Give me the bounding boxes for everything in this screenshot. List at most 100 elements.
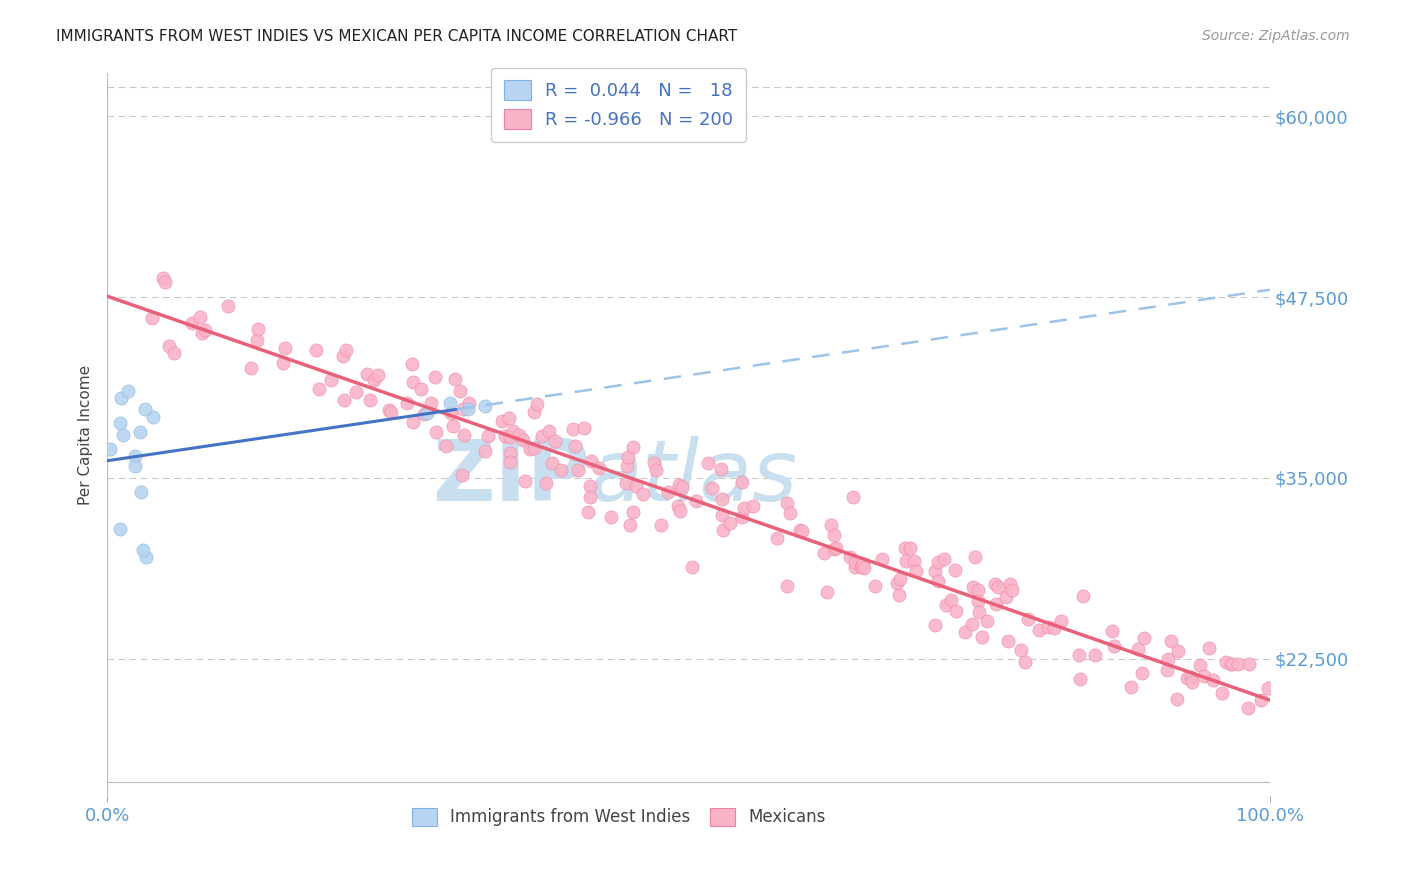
Point <box>1001 583 1024 598</box>
Point <box>621 440 644 454</box>
Point <box>905 564 928 578</box>
Point <box>579 454 602 468</box>
Legend: Immigrants from West Indies, Mexicans: Immigrants from West Indies, Mexicans <box>404 799 834 835</box>
Point <box>614 476 637 491</box>
Point <box>491 413 513 427</box>
Point <box>578 479 600 493</box>
Point <box>998 576 1021 591</box>
Point <box>842 490 865 504</box>
Point <box>927 574 949 588</box>
Point <box>1181 674 1204 689</box>
Point <box>927 555 949 569</box>
Point <box>965 550 987 565</box>
Point <box>1133 631 1156 645</box>
Point <box>543 434 565 449</box>
Point <box>124 449 146 463</box>
Point <box>499 430 522 444</box>
Point <box>273 342 295 356</box>
Point <box>844 555 866 569</box>
Point <box>820 517 842 532</box>
Point <box>792 524 814 538</box>
Point <box>1237 701 1260 715</box>
Point <box>789 523 811 537</box>
Point <box>572 420 595 434</box>
Point <box>409 382 432 396</box>
Point <box>1180 670 1202 684</box>
Point <box>1010 643 1032 657</box>
Point <box>1227 657 1250 671</box>
Point <box>367 368 389 383</box>
Point <box>359 393 381 408</box>
Point <box>924 618 946 632</box>
Point <box>1101 624 1123 638</box>
Point <box>588 461 610 475</box>
Point <box>718 516 741 530</box>
Point <box>576 505 599 519</box>
Point <box>363 373 385 387</box>
Point <box>519 442 541 456</box>
Point <box>1119 681 1142 695</box>
Point <box>141 311 163 326</box>
Point <box>494 429 516 443</box>
Point <box>110 392 132 406</box>
Point <box>903 554 925 568</box>
Point <box>538 424 561 438</box>
Point <box>508 428 530 442</box>
Y-axis label: Per Capita Income: Per Capita Income <box>79 365 93 505</box>
Point <box>838 549 860 564</box>
Point <box>474 399 496 413</box>
Point <box>439 395 461 409</box>
Point <box>457 396 479 410</box>
Point <box>142 410 165 425</box>
Point <box>945 604 967 618</box>
Point <box>451 467 474 482</box>
Point <box>813 546 835 560</box>
Point <box>776 496 799 510</box>
Point <box>1102 639 1125 653</box>
Point <box>567 463 589 477</box>
Point <box>395 396 418 410</box>
Point <box>970 630 993 644</box>
Point <box>967 594 990 608</box>
Point <box>271 356 294 370</box>
Point <box>932 551 955 566</box>
Point <box>332 349 354 363</box>
Point <box>1189 658 1212 673</box>
Point <box>700 481 723 495</box>
Point <box>1237 657 1260 671</box>
Point <box>153 275 176 289</box>
Point <box>412 407 434 421</box>
Point <box>776 579 799 593</box>
Point <box>1257 681 1279 695</box>
Point <box>844 560 866 574</box>
Point <box>943 563 966 577</box>
Point <box>671 480 693 494</box>
Point <box>900 541 922 555</box>
Point <box>645 463 668 477</box>
Point <box>1175 671 1198 685</box>
Point <box>402 375 425 389</box>
Point <box>896 554 918 568</box>
Point <box>1250 692 1272 706</box>
Point <box>536 476 558 491</box>
Point <box>685 494 707 508</box>
Point <box>108 522 131 536</box>
Point <box>540 456 562 470</box>
Point <box>344 384 367 399</box>
Point <box>453 427 475 442</box>
Point <box>1220 657 1243 671</box>
Point <box>955 624 977 639</box>
Point <box>616 450 638 464</box>
Point <box>163 346 186 360</box>
Point <box>1211 686 1233 700</box>
Point <box>1067 648 1090 662</box>
Point <box>499 455 522 469</box>
Point <box>498 410 520 425</box>
Point <box>1167 644 1189 658</box>
Point <box>668 504 690 518</box>
Point <box>523 441 546 455</box>
Point <box>815 585 838 599</box>
Point <box>308 382 330 396</box>
Point <box>319 373 342 387</box>
Point <box>512 433 534 447</box>
